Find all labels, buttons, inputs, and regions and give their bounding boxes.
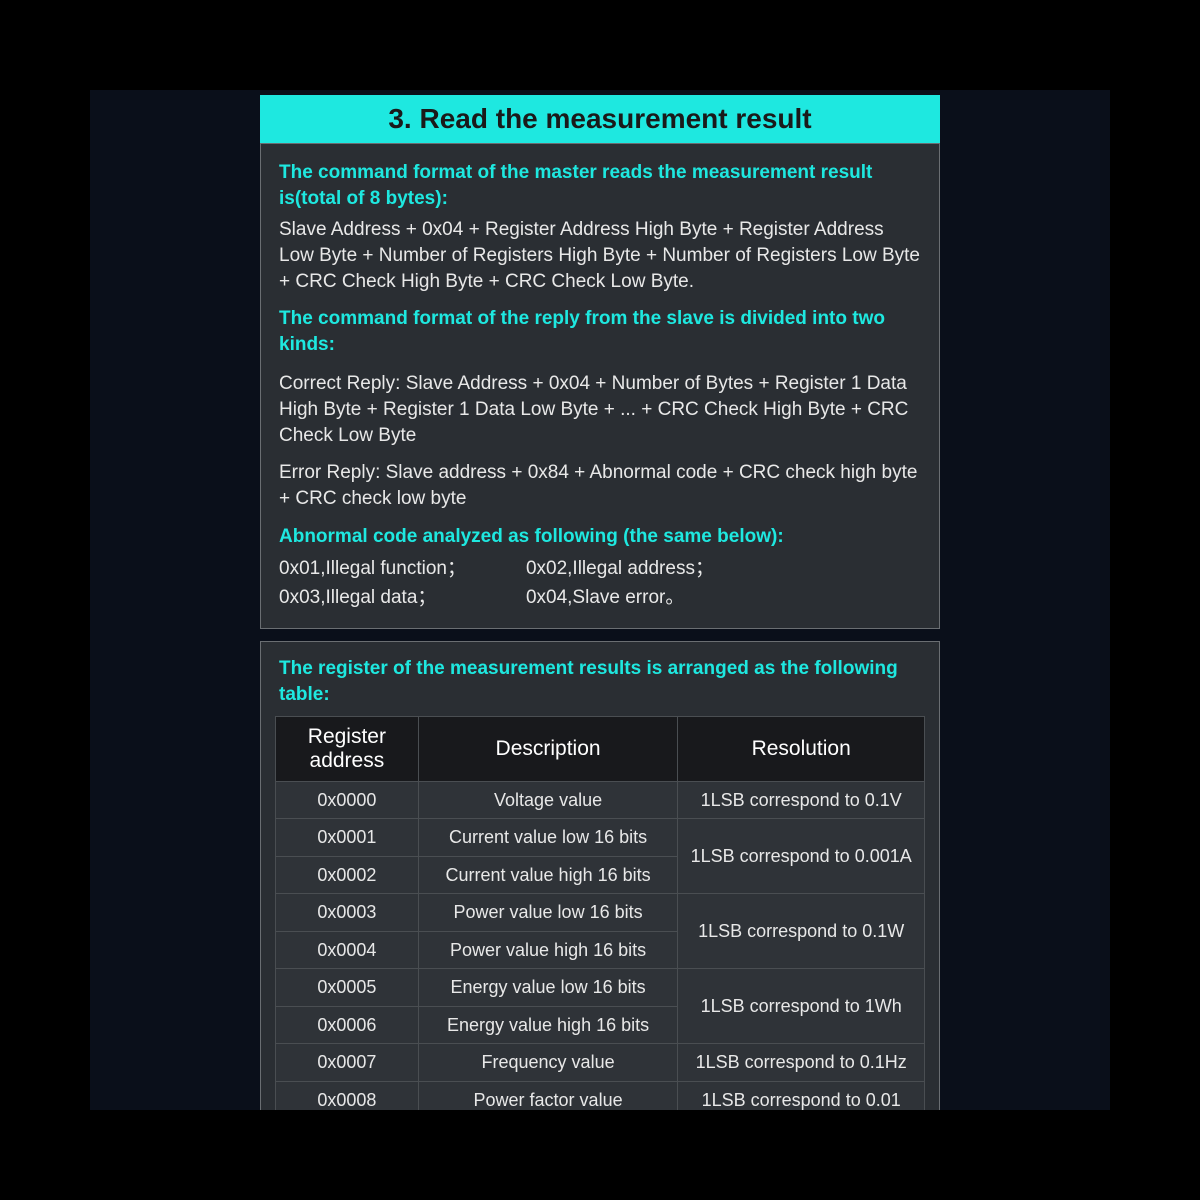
table-row: 0x0000 Voltage value 1LSB correspond to … bbox=[276, 781, 925, 819]
cell-addr: 0x0002 bbox=[276, 856, 419, 894]
master-format-body: Slave Address + 0x04 + Register Address … bbox=[279, 217, 921, 294]
table-row: 0x0001 Current value low 16 bits 1LSB co… bbox=[276, 819, 925, 857]
cell-desc: Power value low 16 bits bbox=[418, 894, 678, 932]
table-header-row: Register address Description Resolution bbox=[276, 716, 925, 781]
cell-addr: 0x0006 bbox=[276, 1006, 419, 1044]
cell-addr: 0x0007 bbox=[276, 1044, 419, 1082]
abnormal-code-heading: Abnormal code analyzed as following (the… bbox=[279, 524, 921, 550]
command-format-panel: The command format of the master reads t… bbox=[260, 143, 940, 629]
section-title: 3. Read the measurement result bbox=[260, 95, 940, 143]
th-description: Description bbox=[418, 716, 678, 781]
cell-desc: Current value low 16 bits bbox=[418, 819, 678, 857]
table-row: 0x0005 Energy value low 16 bits 1LSB cor… bbox=[276, 969, 925, 1007]
cell-desc: Voltage value bbox=[418, 781, 678, 819]
cell-res: 1LSB correspond to 1Wh bbox=[678, 969, 925, 1044]
code-0x03: 0x03,Illegal data； bbox=[279, 584, 466, 613]
error-reply-body: Error Reply: Slave address + 0x84 + Abno… bbox=[279, 460, 921, 511]
reply-format-heading: The command format of the reply from the… bbox=[279, 306, 921, 357]
table-row: 0x0007 Frequency value 1LSB correspond t… bbox=[276, 1044, 925, 1082]
code-0x02: 0x02,Illegal address； bbox=[526, 555, 714, 584]
cell-res: 1LSB correspond to 0.1W bbox=[678, 894, 925, 969]
register-table: Register address Description Resolution … bbox=[275, 716, 925, 1110]
cell-res: 1LSB correspond to 0.1V bbox=[678, 781, 925, 819]
cell-res: 1LSB correspond to 0.001A bbox=[678, 819, 925, 894]
th-register-address: Register address bbox=[276, 716, 419, 781]
cell-addr: 0x0000 bbox=[276, 781, 419, 819]
table-row: 0x0008 Power factor value 1LSB correspon… bbox=[276, 1081, 925, 1110]
cell-addr: 0x0004 bbox=[276, 931, 419, 969]
table-row: 0x0003 Power value low 16 bits 1LSB corr… bbox=[276, 894, 925, 932]
th-resolution: Resolution bbox=[678, 716, 925, 781]
cell-addr: 0x0001 bbox=[276, 819, 419, 857]
code-0x01: 0x01,Illegal function； bbox=[279, 555, 466, 584]
cell-res: 1LSB correspond to 0.01 bbox=[678, 1081, 925, 1110]
cell-desc: Energy value high 16 bits bbox=[418, 1006, 678, 1044]
cell-desc: Frequency value bbox=[418, 1044, 678, 1082]
abnormal-codes-list: 0x01,Illegal function； 0x03,Illegal data… bbox=[279, 555, 921, 612]
cell-addr: 0x0005 bbox=[276, 969, 419, 1007]
cell-addr: 0x0003 bbox=[276, 894, 419, 932]
cell-desc: Current value high 16 bits bbox=[418, 856, 678, 894]
code-0x04: 0x04,Slave error。 bbox=[526, 584, 714, 613]
codes-col-1: 0x01,Illegal function； 0x03,Illegal data… bbox=[279, 555, 466, 612]
master-format-heading: The command format of the master reads t… bbox=[279, 160, 921, 211]
cell-desc: Power factor value bbox=[418, 1081, 678, 1110]
register-table-panel: The register of the measurement results … bbox=[260, 641, 940, 1110]
correct-reply-body: Correct Reply: Slave Address + 0x04 + Nu… bbox=[279, 371, 921, 448]
table-intro: The register of the measurement results … bbox=[275, 656, 925, 707]
cell-desc: Power value high 16 bits bbox=[418, 931, 678, 969]
cell-res: 1LSB correspond to 0.1Hz bbox=[678, 1044, 925, 1082]
cell-desc: Energy value low 16 bits bbox=[418, 969, 678, 1007]
codes-col-2: 0x02,Illegal address； 0x04,Slave error。 bbox=[526, 555, 714, 612]
cell-addr: 0x0008 bbox=[276, 1081, 419, 1110]
document-frame: 3. Read the measurement result The comma… bbox=[90, 90, 1110, 1110]
